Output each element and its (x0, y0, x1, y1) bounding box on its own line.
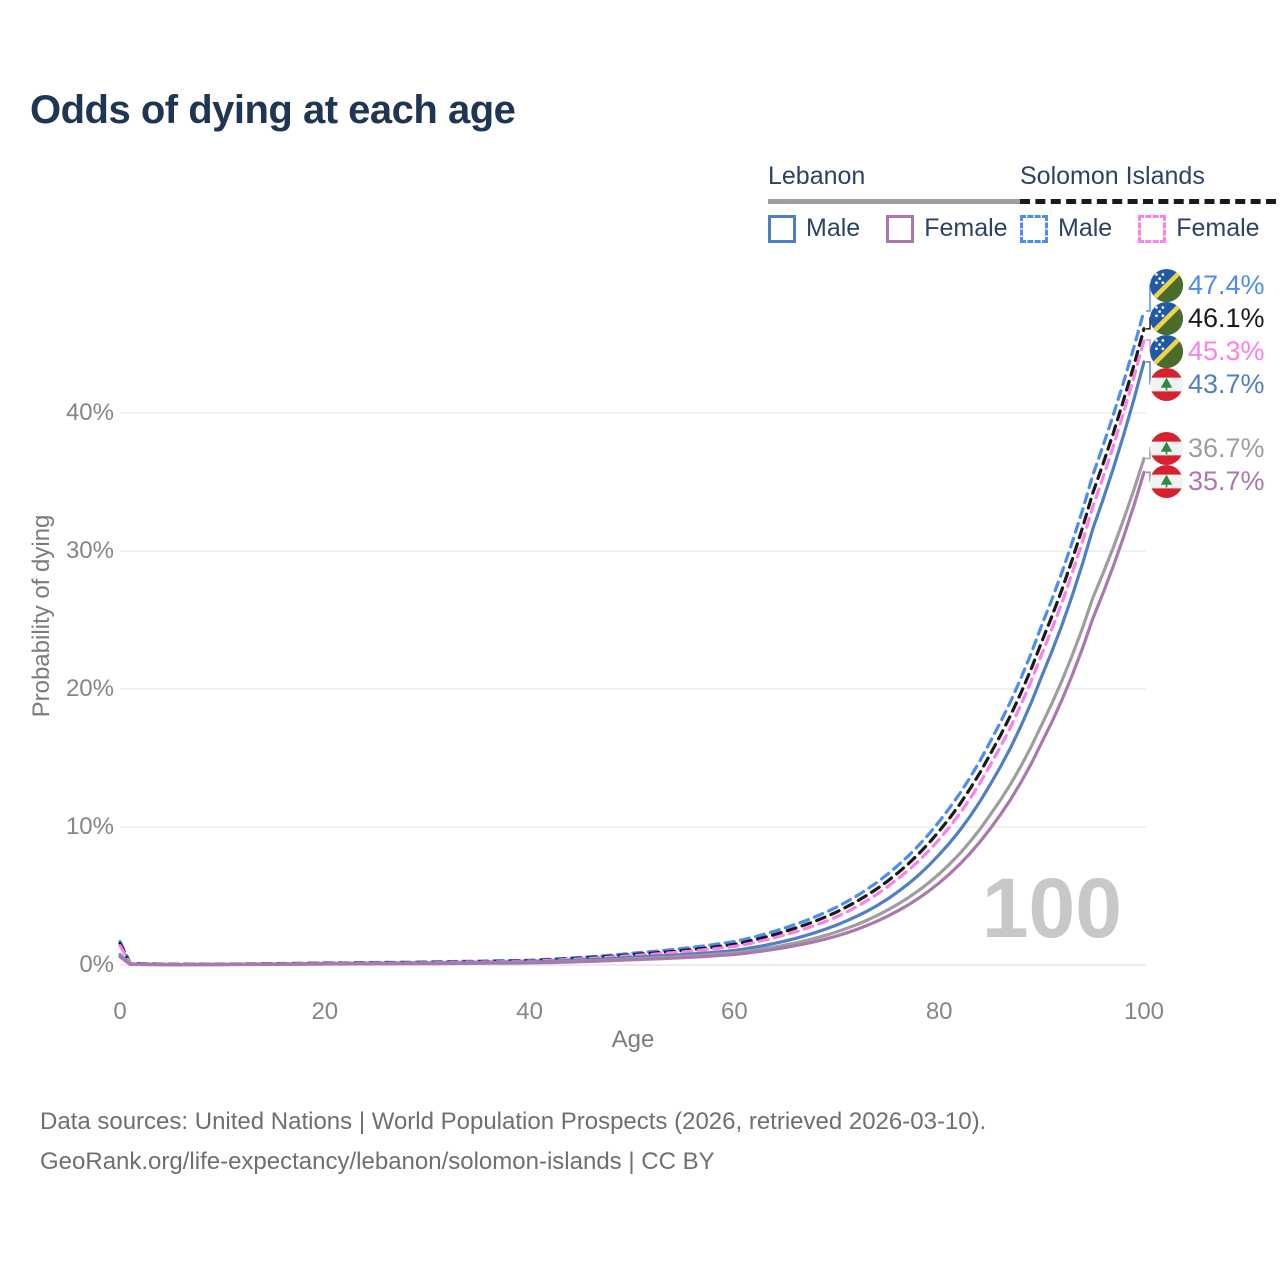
end-label-solomon-islands-female: 45.3% (1150, 334, 1265, 368)
end-value-lebanon-both: 36.7% (1188, 432, 1265, 463)
attribution-line: GeoRank.org/life-expectancy/lebanon/solo… (40, 1148, 715, 1175)
x-tick-0: 0 (113, 998, 127, 1025)
solomon-islands-line-style-swatch (1020, 199, 1276, 204)
y-axis-title: Probability of dying (28, 514, 55, 718)
series-line-lebanon-female[interactable] (118, 470, 1146, 967)
y-tick-10%: 10% (65, 813, 114, 840)
legend-country-lebanon[interactable]: Lebanon (768, 162, 866, 190)
solomon-islands-flag-icon (1150, 335, 1183, 368)
y-tick-40%: 40% (65, 399, 114, 426)
y-tick-20%: 20% (65, 675, 114, 702)
solomon-islands-flag-icon (1150, 302, 1183, 335)
legend-label-solomon-female[interactable]: Female (1176, 214, 1260, 242)
legend-swatch-solomon-female[interactable] (1138, 214, 1167, 243)
x-tick-100: 100 (1123, 998, 1165, 1025)
end-value-solomon-islands-male: 47.4% (1188, 269, 1265, 300)
lebanon-flag-icon (1150, 465, 1183, 498)
page-title: Odds of dying at each age (30, 88, 516, 132)
end-label-lebanon-female: 35.7% (1150, 464, 1265, 498)
legend-swatch-lebanon-male[interactable] (768, 214, 796, 243)
legend-group-solomon-islands: Solomon Islands Male Female (1020, 162, 1276, 243)
end-label-lebanon-both: 36.7% (1150, 431, 1265, 465)
solomon-islands-flag-icon (1150, 269, 1183, 302)
legend-swatch-solomon-male[interactable] (1020, 214, 1048, 243)
x-axis-title: Age (611, 1026, 655, 1053)
end-value-lebanon-female: 35.7% (1188, 465, 1265, 496)
end-label-solomon-islands-both: 46.1% (1150, 301, 1265, 335)
lebanon-flag-icon (1150, 368, 1183, 401)
legend-label-lebanon-female[interactable]: Female (924, 214, 1008, 242)
legend-swatch-lebanon-female[interactable] (886, 214, 915, 243)
lebanon-flag-icon (1150, 432, 1183, 465)
end-value-solomon-islands-female: 45.3% (1188, 335, 1265, 366)
age-watermark: 100 (981, 861, 1122, 955)
data-source-line: Data sources: United Nations | World Pop… (40, 1108, 987, 1135)
lebanon-line-style-swatch (768, 199, 1024, 204)
end-label-lebanon-male: 43.7% (1150, 367, 1265, 401)
x-tick-40: 40 (516, 998, 543, 1025)
x-tick-80: 80 (925, 998, 953, 1025)
y-tick-30%: 30% (65, 537, 114, 564)
end-value-solomon-islands-both: 46.1% (1188, 302, 1265, 333)
legend-label-solomon-male[interactable]: Male (1058, 214, 1113, 242)
legend-country-solomon-islands[interactable]: Solomon Islands (1020, 162, 1205, 190)
end-value-lebanon-male: 43.7% (1188, 368, 1265, 399)
end-label-solomon-islands-male: 47.4% (1150, 268, 1265, 302)
x-tick-20: 20 (311, 998, 339, 1025)
legend-label-lebanon-male[interactable]: Male (806, 214, 861, 242)
x-tick-60: 60 (721, 998, 748, 1025)
y-tick-0%: 0% (79, 951, 114, 978)
legend-group-lebanon: Lebanon Male Female (768, 162, 1024, 243)
